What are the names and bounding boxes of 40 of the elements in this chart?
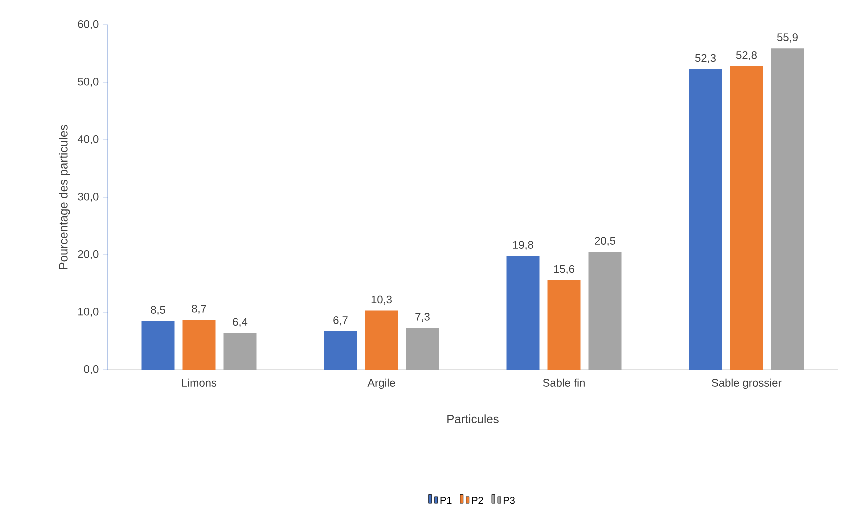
x-tick-label: Argile — [368, 378, 396, 390]
bar — [324, 331, 358, 370]
bar — [506, 256, 540, 370]
bar — [588, 252, 622, 370]
data-label: 52,8 — [736, 51, 757, 61]
data-label: 55,9 — [777, 34, 798, 43]
data-label: 52,3 — [695, 54, 716, 64]
bar — [548, 280, 581, 370]
legend-label: P3 — [504, 497, 515, 504]
x-tick-label: Sable fin — [543, 378, 585, 387]
bar — [771, 48, 804, 370]
data-label: 8,7 — [192, 305, 206, 314]
data-label: 6,7 — [334, 316, 348, 326]
data-label: 19,8 — [513, 241, 534, 250]
x-tick-label: Sable grossier — [712, 378, 782, 390]
data-label: 20,5 — [595, 237, 616, 246]
x-axis-title: Particules — [448, 414, 499, 424]
y-tick-label: 40,0 — [78, 135, 99, 145]
bar — [365, 310, 398, 370]
legend-label: P1 — [440, 497, 452, 504]
data-label: 8,5 — [151, 306, 166, 316]
bar — [689, 69, 722, 370]
legend-label: P2 — [472, 497, 484, 504]
y-tick-label: 20,0 — [78, 250, 99, 260]
y-tick-label: 30,0 — [78, 192, 99, 202]
bar — [730, 66, 764, 370]
y-tick-label: 10,0 — [78, 308, 99, 318]
y-tick-label: 60,0 — [78, 20, 99, 30]
bar — [142, 321, 175, 370]
data-label: 6,4 — [233, 318, 248, 328]
bar — [224, 333, 257, 370]
y-tick-label: 0,0 — [84, 365, 99, 375]
y-tick-label: 50,0 — [78, 78, 99, 88]
data-label: 7,3 — [416, 313, 430, 322]
bar — [406, 328, 440, 370]
data-label: 15,6 — [554, 265, 574, 274]
data-label: 10,3 — [372, 296, 392, 305]
x-tick-label: Limons — [182, 378, 217, 387]
y-axis-title: Pourcentage des particules — [59, 125, 70, 270]
bar — [182, 320, 216, 370]
